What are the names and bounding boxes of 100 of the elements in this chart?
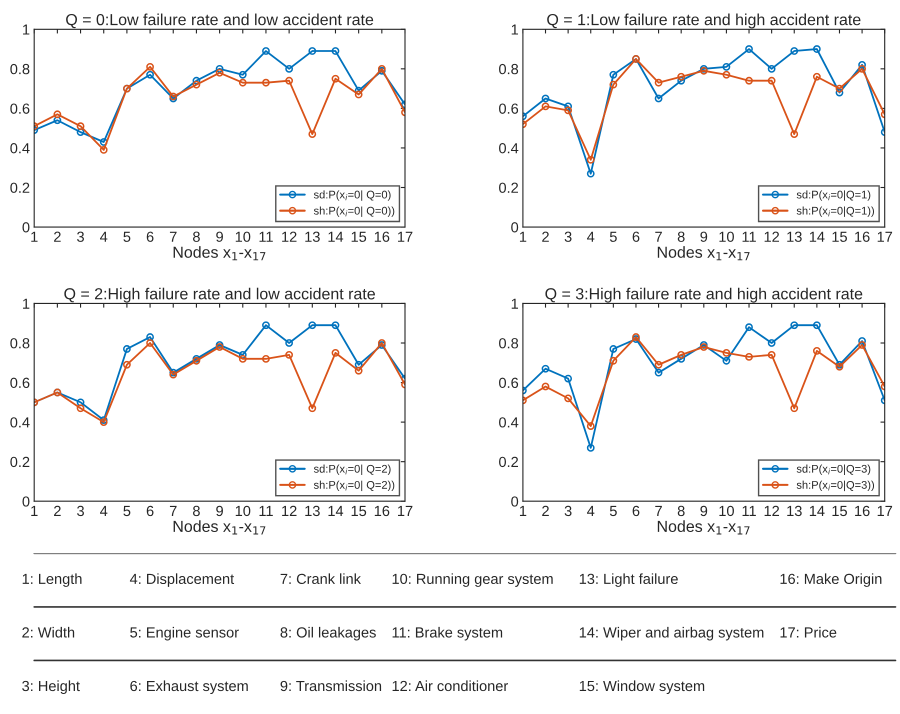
point [238,78,247,87]
x-tick-label: 7 [170,506,177,516]
x-tick-label: 8 [193,232,200,242]
point [76,122,84,130]
x-tick-label: 3 [77,232,84,242]
point [262,321,270,330]
x-tick-label: 15 [832,506,847,516]
text: 4: Displacement [130,573,234,587]
point [285,350,294,359]
y-tick-label: 1 [23,298,30,309]
point [332,74,340,83]
x-tick-label: 5 [123,506,130,516]
point [586,422,595,430]
y-tick-label: 0.4 [10,417,30,428]
point [836,84,844,92]
point [354,366,363,375]
x-tick-label: 15 [352,506,366,516]
y-tick-label: 0 [511,496,518,507]
x-tick-label: 6 [146,506,154,516]
x-tick-label: 11 [259,506,273,516]
point [836,88,844,96]
point [262,354,270,363]
text: 17: Price [780,626,836,638]
x-tick-label: 2 [542,506,549,516]
x-tick-label: 8 [678,232,685,242]
y-tick-label: 0.4 [499,143,518,154]
y-tick-label: 0.4 [499,417,518,428]
point [354,90,363,98]
x-tick-label: 13 [787,232,802,242]
y-tick-label: 0.2 [499,456,518,468]
x-tick-label: 13 [305,506,320,516]
x-tick-label: 17 [398,506,412,516]
point [654,78,662,87]
point [332,47,340,55]
point [564,394,572,402]
text: 7: Crank link [280,573,361,584]
point [790,404,798,412]
point [100,138,108,146]
point [790,321,798,330]
legend-label: sh:P(x$_{i}$=0| Q=2)) [314,480,394,492]
text: 6: Exhaust system [130,680,248,694]
point [564,374,572,382]
x-tick-label: 6 [146,232,154,242]
point [609,70,618,79]
point [542,94,550,102]
x-tick-label: 4 [100,506,108,516]
point [192,76,200,85]
chart-title: Q = 2:High failure rate and low accident rate [64,288,375,303]
y-tick-label: 0.6 [499,378,518,388]
x-tick-label: 14 [810,506,825,516]
text: 14: Wiper and airbag system [580,626,764,640]
x-tick-label: 11 [259,232,273,242]
chart-title: Q = 0:Low failure rate and low accident rate [66,14,374,28]
x-tick-label: 4 [587,506,594,516]
point [285,76,294,85]
point [858,64,866,73]
x-tick-label: 10 [719,232,734,242]
point [100,146,108,154]
x-tick-label: 3 [564,506,572,516]
text: 1: Length [22,573,82,587]
point [654,94,662,102]
x-tick-label: 6 [632,506,640,516]
point [745,45,753,53]
point [542,382,550,390]
x-tick-label: 2 [54,506,61,516]
x-tick-label: 11 [742,506,756,516]
point [745,76,753,85]
y-tick-label: 0.8 [499,64,518,74]
text: 12: Air conditioner [392,680,508,692]
point [542,364,550,373]
x-tick-label: 14 [328,506,344,516]
point [146,62,154,71]
x-axis-title: Nodes x$_{1}$-x$_{17}$ [658,246,750,260]
point [123,345,131,353]
point [76,404,84,412]
x-tick-label: 8 [678,506,685,516]
x-tick-label: 12 [282,506,297,516]
point [609,345,618,353]
x-axis-title: Nodes x$_{1}$-x$_{17}$ [174,520,266,534]
point [76,128,84,136]
y-tick-label: 0.6 [10,378,30,388]
x-tick-label: 4 [587,232,594,242]
x-tick-label: 7 [655,232,662,242]
text: 5: Engine sensor [130,626,239,640]
point [768,350,776,359]
x-tick-label: 11 [742,232,756,242]
x-tick-label: 12 [764,232,780,242]
point [238,70,247,79]
y-tick-label: 0.8 [499,338,518,348]
point [308,130,316,138]
point [53,116,62,124]
x-tick-label: 17 [398,232,412,242]
y-tick-label: 0 [22,496,30,507]
text: 10: Running gear system [392,573,553,587]
chart-title: Q = 1:Low failure rate and high accident rate [547,14,860,28]
point [53,110,62,118]
point [677,354,686,363]
point [238,354,247,363]
x-tick-label: 10 [236,232,250,242]
legend-label: sd:P(x$_{i}$=0| Q=0) [314,190,391,201]
